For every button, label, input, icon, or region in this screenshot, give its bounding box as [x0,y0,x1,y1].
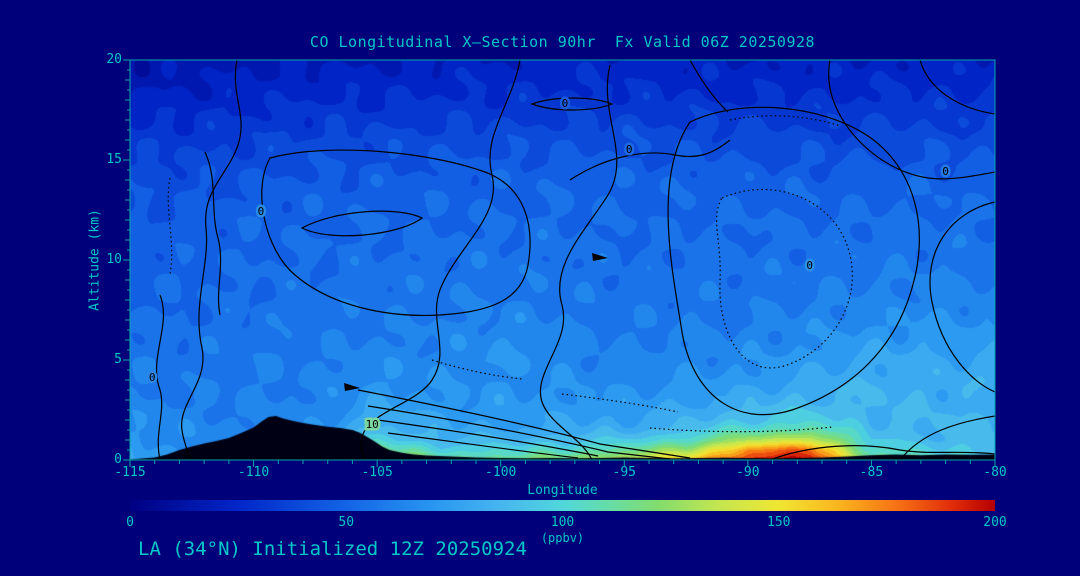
contour-line-dotted [716,188,853,369]
colorbar-tick-label: 150 [767,515,791,530]
colorbar [130,500,995,511]
contour-label: 0 [562,97,569,110]
contour-line [769,445,995,460]
contour-line [929,201,995,393]
contour-overlay: 0 0 0 0 0 0 10 [146,60,995,460]
contour-line [828,60,995,180]
colorbar-tick-label: 200 [983,515,1007,530]
x-tick-label: -95 [612,465,637,480]
x-tick-label: -110 [237,465,270,480]
colorbar-tick-label: 50 [338,515,355,530]
contour-mark [592,253,608,261]
contour-line-dotted [561,393,679,413]
init-info-text: LA (34°N) Initialized 12Z 20250924 [138,538,527,560]
x-tick-label: -100 [485,465,517,480]
plot-area: 0 0 0 0 0 0 10 [130,60,995,460]
contour-line [530,97,614,111]
y-tick-label: 15 [106,152,122,167]
contour-line [155,294,165,460]
contour-line [360,60,521,460]
colorbar-tick-label: 100 [550,515,575,530]
contour-label: 10 [366,418,379,431]
y-tick-label: 5 [114,352,122,367]
contour-label: 0 [806,259,813,272]
contour-line [377,419,599,457]
x-tick-label: -80 [983,465,1007,480]
contour-line [204,151,222,316]
contour-line [261,149,531,317]
x-tick-label: -115 [114,465,146,480]
x-tick-label: -85 [859,465,884,480]
contour-label: 0 [626,143,633,156]
y-tick-label: 10 [106,252,122,267]
y-tick-label: 0 [114,452,122,467]
contour-line-dotted [649,426,833,433]
x-tick-label: -90 [736,465,760,480]
contour-line-dotted [167,177,173,275]
contour-line [919,60,995,115]
x-axis-label: Longitude [527,483,598,498]
contour-line-dotted [431,359,523,380]
y-tick-label: 20 [106,52,122,67]
contour-line [300,210,424,237]
contour-label: 0 [258,205,265,218]
chart-title: CO Longitudinal X—Section 90hr Fx Valid … [309,33,816,51]
contour-label: 0 [942,165,949,178]
x-tick-label: -105 [361,465,393,480]
contour-line-dotted [729,115,841,127]
contour-mark [344,383,360,391]
contour-line [387,432,579,459]
contour-label: 0 [149,371,156,384]
contour-line [569,139,731,181]
contour-line [539,64,618,460]
contour-line [181,60,242,460]
colorbar-tick-label: 0 [126,515,134,530]
colorbar-units-label: (ppbv) [540,531,585,545]
contour-line [689,60,729,113]
